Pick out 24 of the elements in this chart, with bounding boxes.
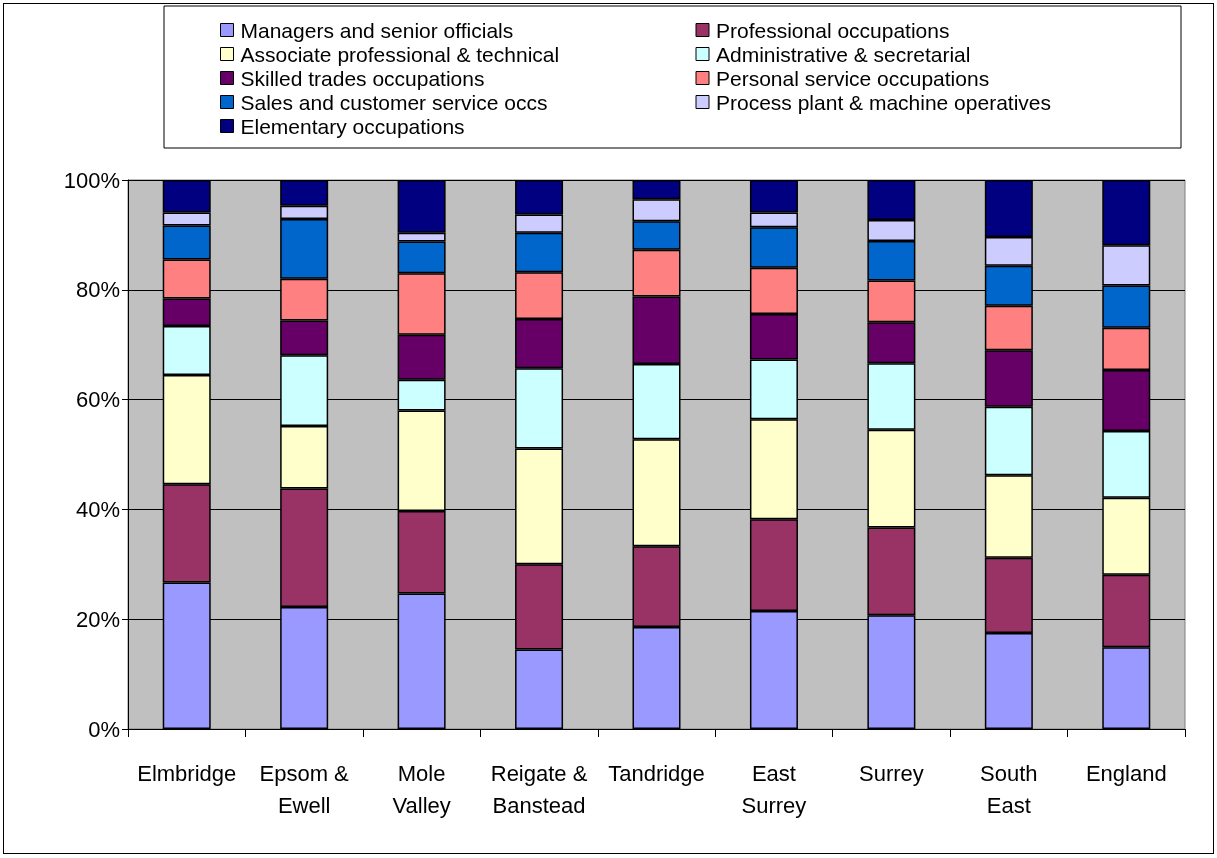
legend-label: Managers and senior officials <box>240 18 514 42</box>
legend-label: Personal service occupations <box>716 66 990 90</box>
x-tick-label: Mole Valley <box>392 760 451 818</box>
x-tick-label: South East <box>980 760 1038 818</box>
legend-label: Process plant & machine operatives <box>716 90 1052 114</box>
x-tick-label: Reigate & Banstead <box>490 760 588 818</box>
legend-label: Skilled trades occupations <box>240 66 485 90</box>
y-tick-label: 20% <box>75 606 120 632</box>
legend-label: Sales and customer service occs <box>240 90 548 114</box>
x-tick-label: Surrey <box>858 760 924 786</box>
y-tick-label: 0% <box>88 716 120 742</box>
y-tick-label: 40% <box>75 496 120 522</box>
legend-label: Elementary occupations <box>240 114 465 138</box>
x-tick-label: England <box>1085 760 1167 786</box>
legend-label: Associate professional & technical <box>240 42 560 66</box>
x-tick-label: Epsom & Ewell <box>259 760 350 818</box>
legend-label: Administrative & secretarial <box>716 42 971 66</box>
legend-label: Professional occupations <box>716 18 950 42</box>
x-tick-label: Tandridge <box>608 760 705 786</box>
y-tick-label: 100% <box>63 167 120 193</box>
x-tick-label: Elmbridge <box>137 760 237 786</box>
y-tick-label: 80% <box>75 277 120 303</box>
x-tick-label: East Surrey <box>741 760 807 818</box>
y-tick-label: 60% <box>75 387 120 413</box>
